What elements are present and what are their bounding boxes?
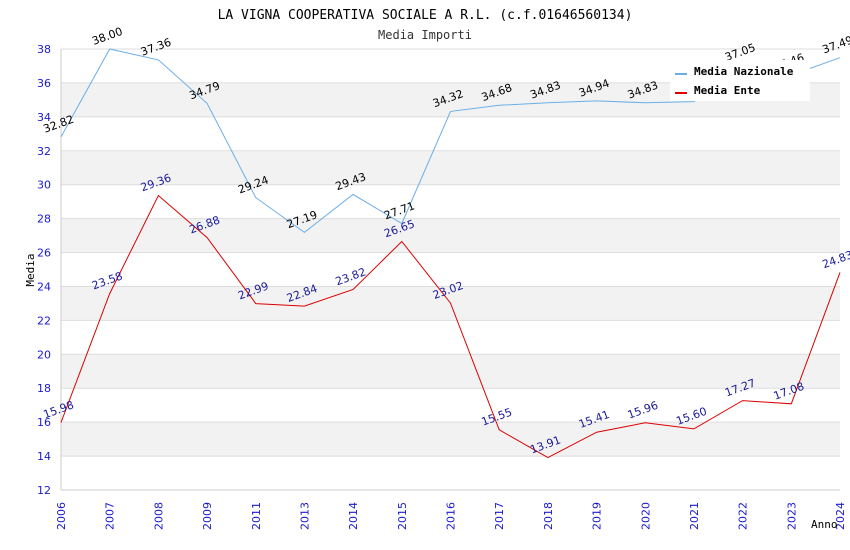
y-tick-label: 16 xyxy=(37,416,51,429)
y-tick-label: 28 xyxy=(37,213,51,226)
x-tick-label: 2018 xyxy=(542,502,555,530)
x-tick-labels: 2006 2007 2008 2009 2011 2013 2014 2015 2016 2017… xyxy=(55,502,847,530)
x-tick-label: 2014 xyxy=(347,502,360,530)
y-tick-label: 24 xyxy=(37,280,51,293)
grid-band xyxy=(61,422,840,457)
data-label: 37.49 xyxy=(821,33,850,56)
y-tick-label: 12 xyxy=(37,484,51,497)
y-tick-label: 38 xyxy=(37,43,51,56)
grid-band xyxy=(61,150,840,185)
y-tick-label: 18 xyxy=(37,382,51,395)
x-tick-label: 2022 xyxy=(737,502,750,530)
y-tick-label: 22 xyxy=(37,314,51,327)
y-tick-label: 34 xyxy=(37,111,51,124)
y-tick-label: 30 xyxy=(37,179,51,192)
x-tick-label: 2009 xyxy=(201,502,214,530)
legend-label: Media Nazionale xyxy=(694,65,794,78)
x-tick-label: 2024 xyxy=(834,502,847,530)
grid-band xyxy=(61,354,840,389)
grid-band xyxy=(61,218,840,253)
grid-lines xyxy=(61,48,840,491)
y-tick-labels: 12 14 16 18 20 22 24 26 28 30 32 34 36 38 xyxy=(37,43,51,497)
data-label: 37.36 xyxy=(139,36,173,59)
x-axis-label: Anno xyxy=(811,518,838,531)
chart-title: LA VIGNA COOPERATIVA SOCIALE A R.L. (c.f… xyxy=(218,8,633,23)
y-tick-label: 26 xyxy=(37,247,51,260)
y-tick-label: 14 xyxy=(37,450,51,463)
legend-label: Media Ente xyxy=(694,84,761,97)
legend: Media Nazionale Media Ente xyxy=(670,60,810,101)
series-line-media-ente xyxy=(60,194,841,459)
x-tick-label: 2020 xyxy=(639,502,652,530)
x-tick-label: 2008 xyxy=(152,502,165,530)
legend-box xyxy=(670,60,810,101)
chart-subtitle: Media Importi xyxy=(378,28,472,42)
y-tick-label: 32 xyxy=(37,145,51,158)
x-tick-label: 2007 xyxy=(104,502,117,530)
y-tick-label: 20 xyxy=(37,348,51,361)
x-tick-label: 2011 xyxy=(250,502,263,530)
x-tick-label: 2023 xyxy=(785,502,798,530)
data-label: 15.96 xyxy=(626,399,660,422)
x-tick-label: 2013 xyxy=(298,502,311,530)
x-tick-label: 2016 xyxy=(445,502,458,530)
data-label: 23.82 xyxy=(334,265,368,288)
x-tick-label: 2015 xyxy=(396,502,409,530)
y-tick-label: 36 xyxy=(37,77,51,90)
x-tick-label: 2019 xyxy=(591,502,604,530)
data-label: 38.00 xyxy=(90,25,124,48)
data-label: 15.98 xyxy=(42,398,76,421)
x-tick-label: 2021 xyxy=(688,502,701,530)
x-tick-label: 2006 xyxy=(55,502,68,530)
y-axis-label: Media xyxy=(24,253,37,286)
grid-bands xyxy=(61,82,840,457)
x-tick-label: 2017 xyxy=(493,502,506,530)
axes xyxy=(60,49,840,491)
